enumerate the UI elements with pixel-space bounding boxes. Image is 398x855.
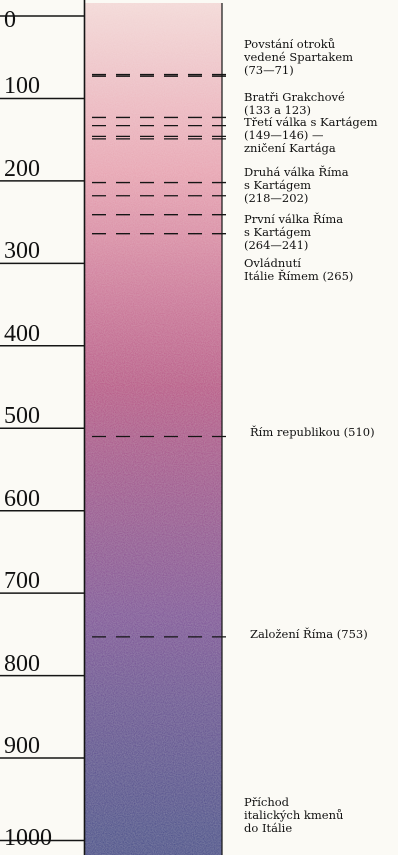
axis-tick-label: 0	[4, 7, 16, 33]
axis-tick-label: 900	[4, 733, 40, 760]
event-label: Založení Říma (753)	[250, 627, 368, 641]
axis-tick-label: 600	[4, 485, 40, 512]
event-label: Druhá válka Říma s Kartágem (218—202)	[244, 165, 349, 205]
axis-tick-label: 800	[4, 650, 40, 677]
event-label: Ovládnutí Itálie Římem (265)	[244, 256, 354, 283]
event-label: Řím republikou (510)	[250, 425, 375, 439]
time-band	[85, 3, 222, 855]
event-label: Povstání otroků vedené Spartakem (73—71)	[244, 37, 354, 77]
axis-tick-label: 100	[4, 73, 40, 100]
event-label: Bratři Grakchové (133 a 123)	[244, 90, 345, 117]
event-label: Příchod italických kmenů do Itálie	[244, 795, 344, 835]
axis-tick-label: 400	[4, 320, 40, 347]
event-label: Třetí válka s Kartágem (149—146) — zniče…	[244, 115, 378, 155]
axis-tick-label: 200	[4, 155, 40, 182]
axis-tick-label: 500	[4, 403, 40, 430]
event-label: První válka Říma s Kartágem (264—241)	[244, 212, 344, 252]
axis-tick-label: 1000	[4, 825, 52, 851]
axis-tick-label: 300	[4, 238, 40, 265]
axis-ticks	[0, 15, 85, 842]
axis-tick-label: 700	[4, 568, 40, 595]
